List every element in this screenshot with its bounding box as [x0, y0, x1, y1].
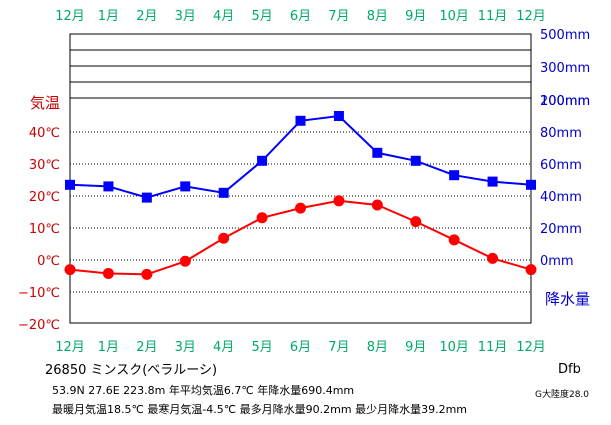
precipitation-point	[65, 179, 75, 190]
precipitation-point	[141, 192, 152, 203]
left-tick-label: 40℃	[29, 126, 60, 141]
left-tick-label: −20℃	[18, 318, 60, 333]
right-tick-label: 100mm	[540, 94, 590, 109]
precipitation-point	[526, 179, 536, 190]
month-label-top: 1月	[98, 9, 119, 24]
month-label-bottom: 2月	[136, 340, 157, 355]
month-label-bottom: 11月	[478, 340, 508, 355]
month-label-top: 9月	[405, 9, 426, 24]
left-tick-label: −10℃	[18, 286, 60, 301]
plot-area	[69, 33, 532, 324]
month-label-bottom: 12月	[516, 340, 546, 355]
month-label-bottom: 5月	[251, 340, 272, 355]
month-label-top: 11月	[478, 9, 508, 24]
right-tick-label: 20mm	[540, 222, 582, 237]
precipitation-point	[487, 176, 498, 187]
month-label-bottom: 1月	[98, 340, 119, 355]
right-tick-label: 80mm	[540, 126, 582, 141]
temperature-point	[448, 234, 460, 246]
left-tick-label: 20℃	[29, 190, 60, 205]
month-label-top: 3月	[175, 9, 196, 24]
month-label-bottom: 12月	[55, 340, 85, 355]
month-label-bottom: 8月	[367, 340, 388, 355]
left-axis-label: 気温	[30, 94, 60, 112]
month-label-bottom: 3月	[175, 340, 196, 355]
month-label-bottom: 7月	[328, 340, 349, 355]
month-label-bottom: 4月	[213, 340, 234, 355]
precipitation-point	[257, 155, 268, 166]
month-label-bottom: 9月	[405, 340, 426, 355]
month-label-top: 5月	[251, 9, 272, 24]
month-label-top: 6月	[290, 9, 311, 24]
month-label-top: 10月	[439, 9, 469, 24]
precipitation-point	[218, 187, 229, 198]
temperature-point	[525, 264, 537, 276]
month-label-bottom: 6月	[290, 340, 311, 355]
left-tick-label: 10℃	[29, 222, 60, 237]
month-label-top: 2月	[136, 9, 157, 24]
temperature-point	[141, 268, 153, 280]
right-tick-label: 0mm	[540, 254, 574, 269]
temperature-point	[218, 232, 230, 244]
continentality: G大陸度28.0	[535, 390, 590, 400]
temperature-point	[102, 267, 114, 279]
precipitation-point	[295, 115, 306, 126]
temperature-point	[179, 255, 191, 267]
temperature-point	[487, 252, 499, 264]
left-tick-label: 0℃	[37, 254, 60, 269]
precipitation-point	[180, 181, 191, 192]
month-label-top: 12月	[55, 9, 85, 24]
climograph: 12月 12月 1月 1月 2月 2月 3月 3月 4月 4月 5月 5月 6月 6月 7月 7月 8月 8月 9月…	[18, 9, 590, 355]
month-label-top: 4月	[213, 9, 234, 24]
precipitation-point	[333, 111, 344, 121]
temperature-point	[333, 195, 345, 207]
right-tick-label: 200mm	[540, 94, 590, 109]
right-tick-label: 500mm	[540, 28, 590, 43]
precipitation-point	[410, 155, 421, 166]
climate-extremes: 最暖月気温18.5℃ 最寒月気温-4.5℃ 最多月降水量90.2mm 最少月降水…	[52, 403, 467, 416]
temperature-point	[371, 199, 383, 211]
temperature-point	[64, 264, 76, 276]
precipitation-point	[372, 147, 383, 158]
station-name: 26850 ミンスク(ベラルーシ)	[45, 363, 218, 378]
month-label-top: 8月	[367, 9, 388, 24]
temperature-point	[410, 216, 422, 228]
temperature-point	[256, 212, 268, 224]
precipitation-point	[449, 170, 460, 181]
right-tick-label: 40mm	[540, 190, 582, 205]
month-label-bottom: 10月	[439, 340, 469, 355]
right-tick-label: 300mm	[540, 61, 590, 76]
month-label-top: 12月	[516, 9, 546, 24]
right-tick-label: 60mm	[540, 158, 582, 173]
station-info: 53.9N 27.6E 223.8m 年平均気温6.7℃ 年降水量690.4mm	[52, 384, 355, 397]
temperature-point	[295, 202, 306, 214]
month-label-top: 7月	[328, 9, 349, 24]
right-axis-label: 降水量	[545, 290, 590, 308]
koppen-class: Dfb	[558, 362, 581, 377]
precipitation-point	[103, 181, 114, 192]
left-tick-label: 30℃	[29, 158, 60, 173]
